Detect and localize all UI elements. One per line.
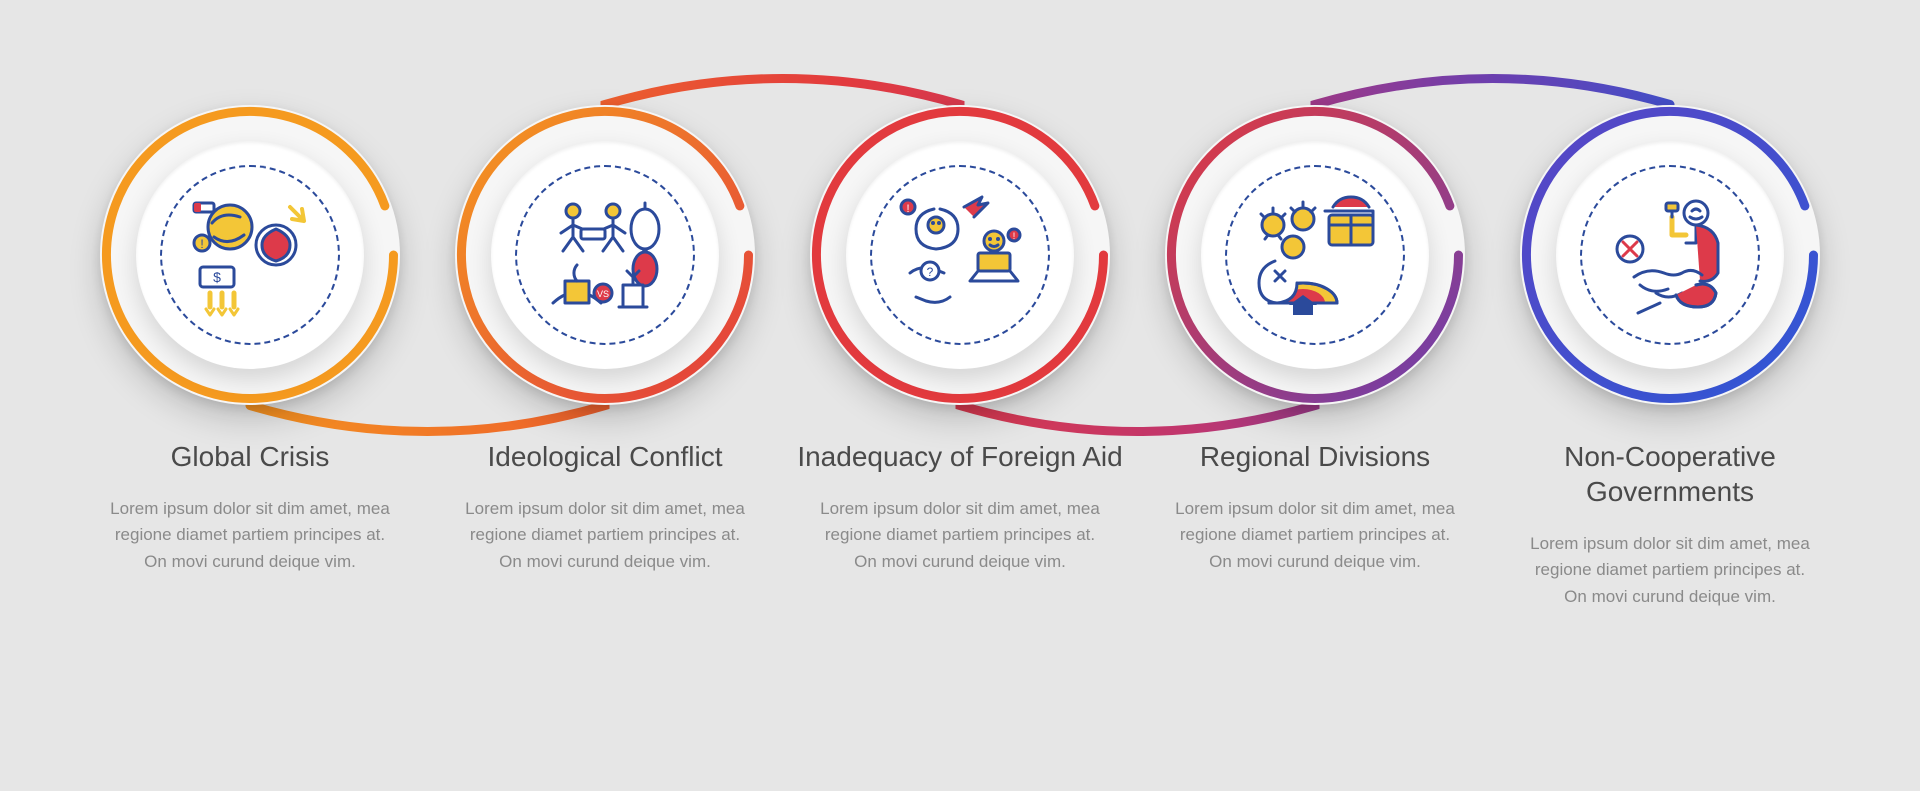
svg-text:!: ! [200,237,203,251]
infographic-item-inadequacy-foreign-aid: ! ! ? Inadequacy of Foreign Aid Lorem ip… [790,105,1130,575]
item-desc: Lorem ipsum dolor sit dim amet, mea regi… [1145,496,1485,575]
item-title: Regional Divisions [1145,439,1485,474]
global-crisis-icon: $ ! [160,165,340,345]
ring-inner [1201,141,1429,369]
ring-outer: $ ! [100,105,400,405]
ring-inner [1556,141,1784,369]
svg-text:VS: VS [597,289,609,299]
infographic-item-regional-divisions: Regional Divisions Lorem ipsum dolor sit… [1145,105,1485,575]
item-title: Ideological Conflict [435,439,775,474]
item-desc: Lorem ipsum dolor sit dim amet, mea regi… [1500,531,1840,610]
item-desc: Lorem ipsum dolor sit dim amet, mea regi… [80,496,420,575]
ring-inner: VS [491,141,719,369]
infographic-item-non-cooperative-governments: Non-Cooperative Governments Lorem ipsum … [1500,105,1840,610]
svg-text:!: ! [906,203,909,215]
ring-inner: ! ! ? [846,141,1074,369]
ring-outer [1165,105,1465,405]
regional-divisions-icon [1225,165,1405,345]
non-cooperative-governments-icon [1580,165,1760,345]
item-desc: Lorem ipsum dolor sit dim amet, mea regi… [790,496,1130,575]
ideological-conflict-icon: VS [515,165,695,345]
ring-inner: $ ! [136,141,364,369]
infographic-stage: $ ! Global Crisis Lorem ipsum dolor sit … [0,0,1920,791]
item-title: Non-Cooperative Governments [1500,439,1840,509]
svg-text:$: $ [213,269,221,285]
infographic-item-ideological-conflict: VS Ideological Conflict Lorem ipsum dolo… [435,105,775,575]
svg-text:?: ? [927,265,934,279]
ring-outer: VS [455,105,755,405]
item-title: Inadequacy of Foreign Aid [790,439,1130,474]
ring-outer [1520,105,1820,405]
infographic-item-global-crisis: $ ! Global Crisis Lorem ipsum dolor sit … [80,105,420,575]
item-title: Global Crisis [80,439,420,474]
svg-text:!: ! [1013,231,1016,241]
inadequacy-foreign-aid-icon: ! ! ? [870,165,1050,345]
ring-outer: ! ! ? [810,105,1110,405]
item-desc: Lorem ipsum dolor sit dim amet, mea regi… [435,496,775,575]
